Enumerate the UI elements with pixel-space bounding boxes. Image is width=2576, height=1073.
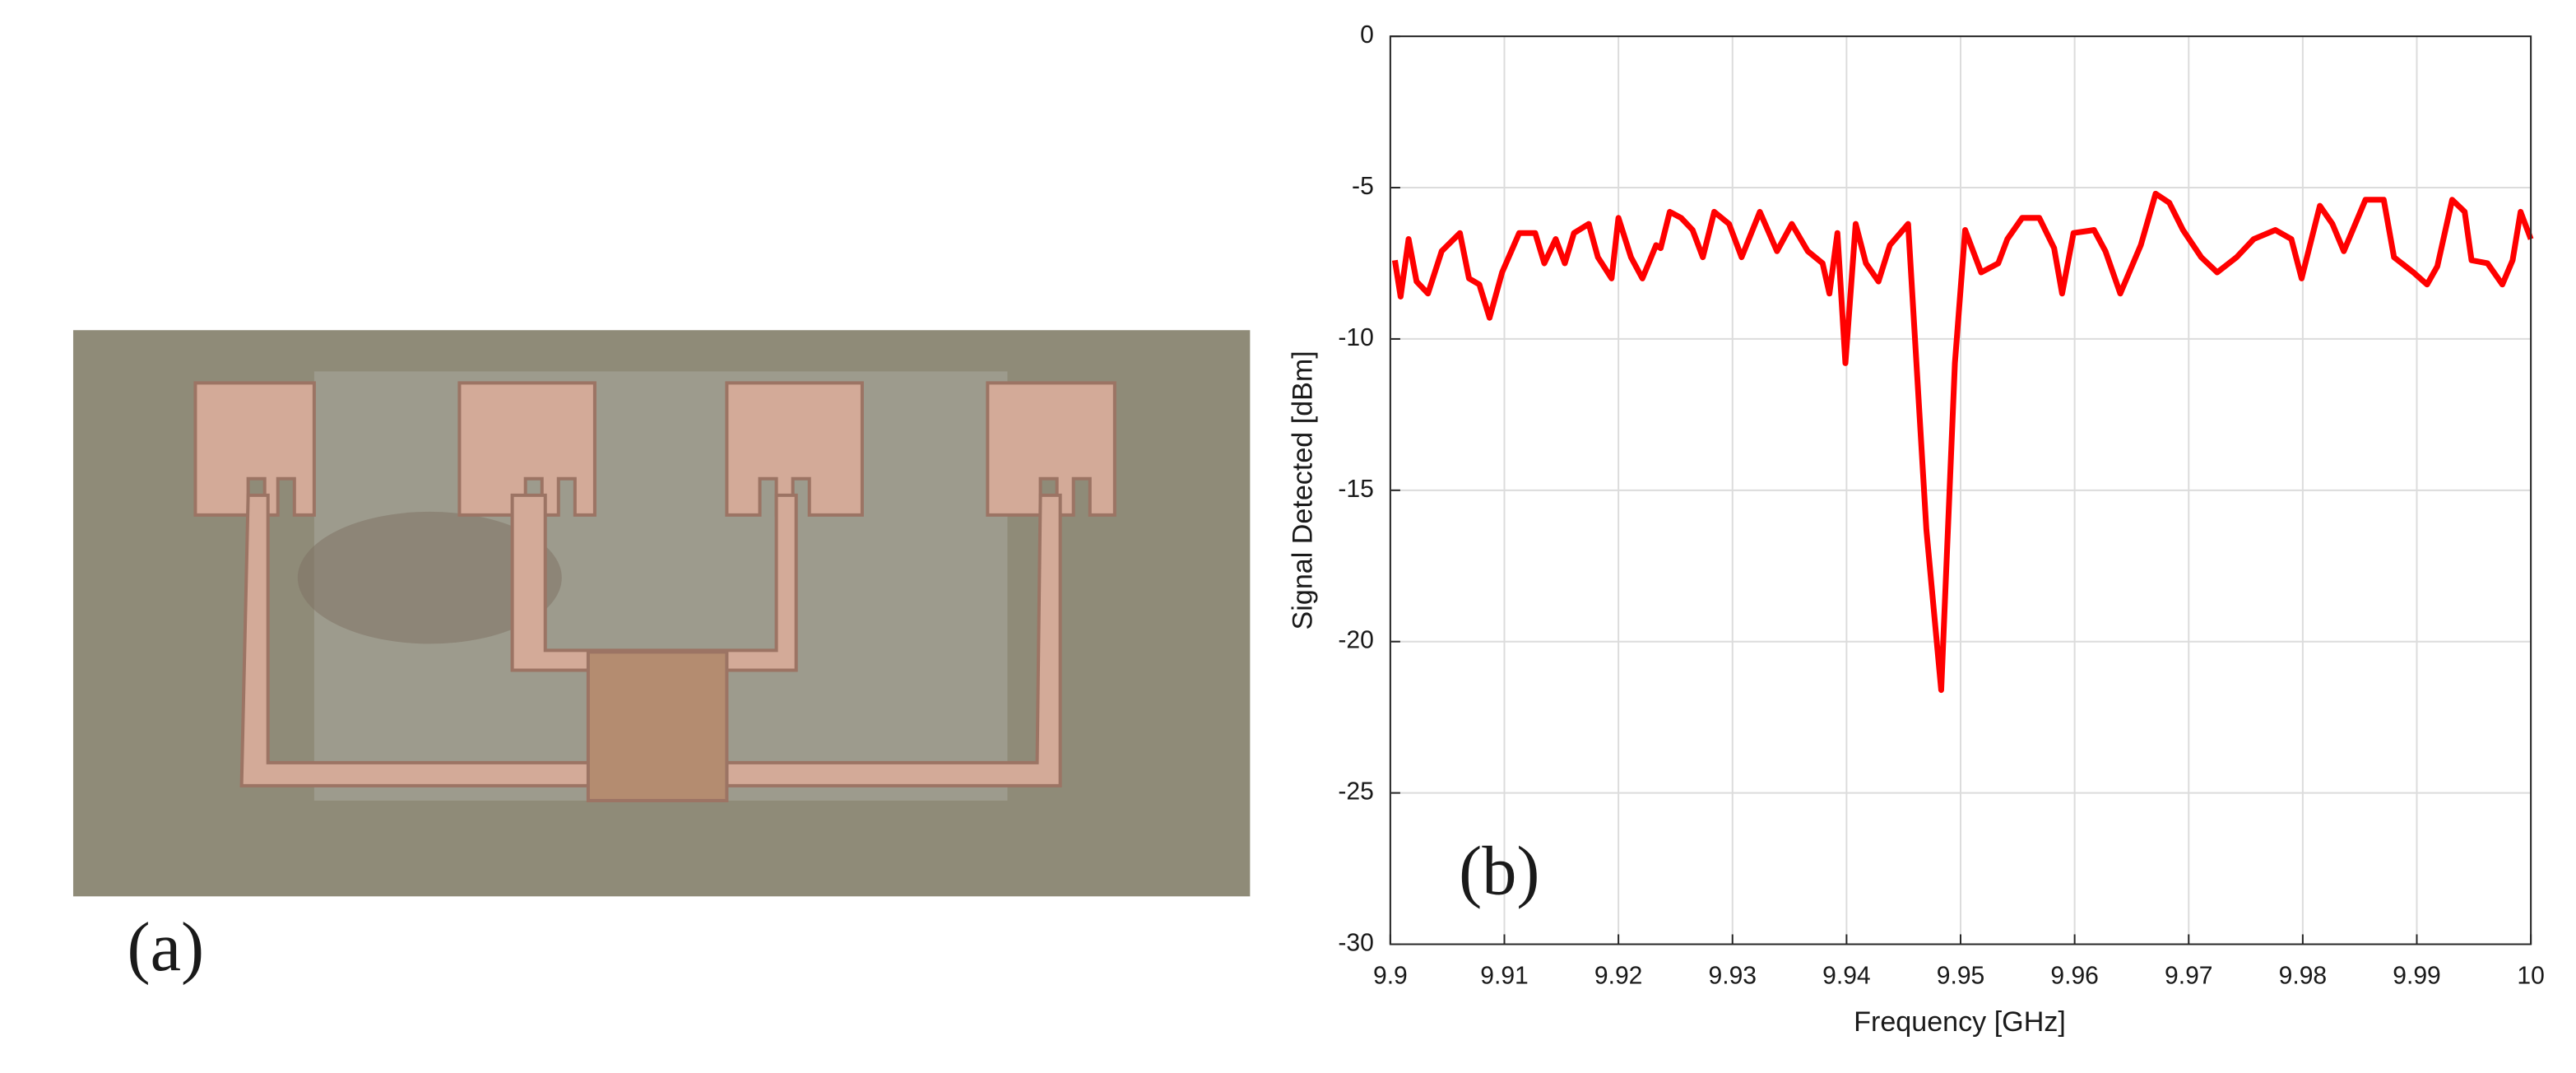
x-tick-label: 9.96 (2050, 963, 2099, 990)
x-tick-label: 9.92 (1594, 963, 1643, 990)
panel-label: (b) (1459, 834, 1539, 910)
data-line (1391, 190, 2534, 694)
x-tick-label: 9.91 (1480, 963, 1529, 990)
x-tick-label: 9.93 (1708, 963, 1757, 990)
y-tick-label: -30 (1338, 929, 1373, 956)
y-tick-label: -20 (1338, 627, 1373, 654)
x-tick-label: 9.95 (1937, 963, 1985, 990)
y-tick-label: -25 (1338, 778, 1373, 806)
x-tick-label: 9.9 (1373, 963, 1408, 990)
x-tick-label: 9.99 (2393, 963, 2441, 990)
x-tick-label: 9.97 (2165, 963, 2213, 990)
y-tick-label: 0 (1360, 21, 1374, 49)
x-tick-label: 9.98 (2279, 963, 2328, 990)
x-tick-label: 10 (2517, 963, 2544, 990)
x-axis-label: Frequency [GHz] (1854, 1006, 2066, 1038)
y-tick-label: -15 (1338, 476, 1373, 503)
x-tick-label: 9.94 (1822, 963, 1871, 990)
axes-box (1389, 35, 2532, 945)
y-tick-label: -10 (1338, 324, 1373, 351)
y-axis-label: Signal Detected [dBm] (1288, 351, 1319, 629)
y-tick-label: -5 (1352, 173, 1374, 200)
panel-label: (a) (128, 909, 205, 986)
pcb-photo (72, 330, 1251, 897)
